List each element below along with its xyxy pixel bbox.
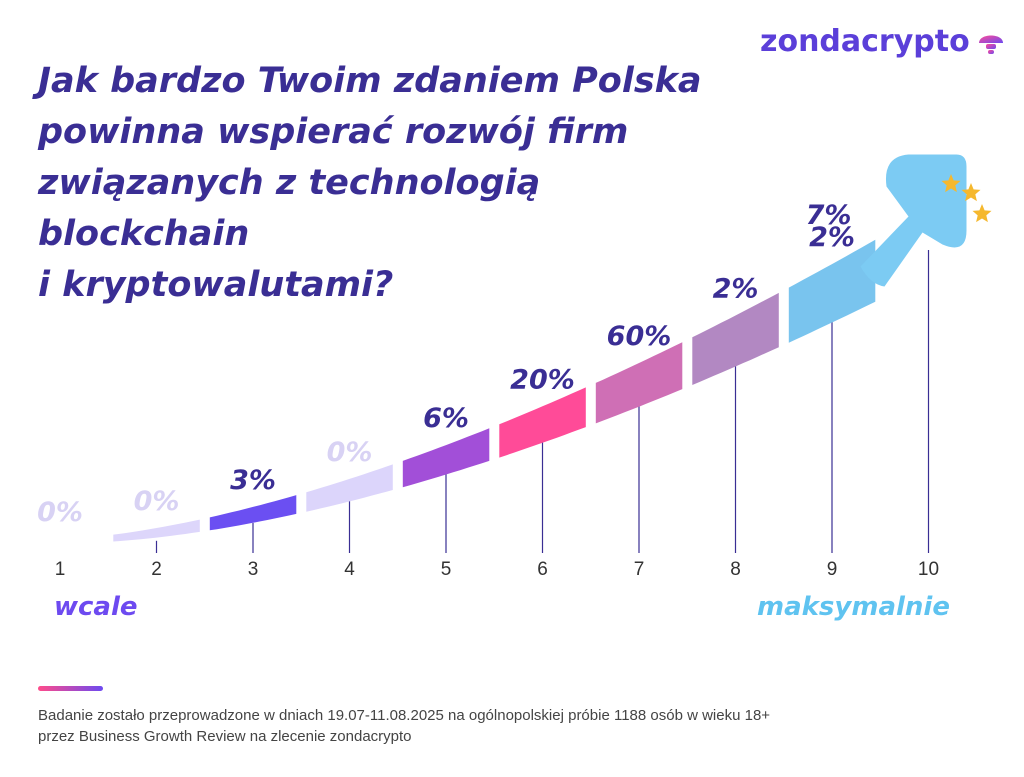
- footnote-line: Badanie zostało przeprowadzone w dniach …: [38, 707, 771, 724]
- footnote-accent-line: [38, 686, 103, 691]
- bar-segment: [306, 464, 393, 512]
- bar-segment: [113, 519, 200, 542]
- footnote-line: przez Business Growth Review na zlecenie…: [38, 728, 412, 745]
- star-icon: [941, 174, 961, 193]
- x-tick-label: 5: [441, 559, 452, 580]
- x-tick-label: 8: [730, 559, 741, 580]
- data-label: 7%: [806, 200, 852, 231]
- data-label: 3%: [230, 465, 276, 496]
- question-line: związanych z technologią blockchain: [38, 163, 541, 254]
- bar-segment: [209, 495, 297, 531]
- mushroom-icon: [978, 35, 1003, 54]
- data-label: 2%: [809, 222, 855, 253]
- question-title: Jak bardzo Twoim zdaniem Polska powinna …: [38, 56, 718, 311]
- scale-min-label: wcale: [54, 592, 138, 622]
- x-tick-label: 9: [827, 559, 838, 580]
- x-tick-label: 7: [634, 559, 645, 580]
- rating-chart: 1 2 3 4 5 6 7 8 9 100% 0%3%0%6%20%60%2%2%7%: [37, 154, 992, 580]
- data-label: 60%: [607, 321, 672, 352]
- x-tick-label: 4: [344, 559, 355, 580]
- scale-max-label: maksymalnie: [757, 592, 950, 622]
- bar-segment: [788, 239, 876, 343]
- brand-logo: zondacrypto: [760, 22, 1006, 62]
- brand-name: zondacrypto: [760, 24, 970, 59]
- data-label: 6%: [423, 403, 469, 434]
- x-tick-label: 10: [918, 559, 939, 580]
- bar-segment: [402, 428, 490, 488]
- star-icon: [961, 183, 981, 202]
- data-label: 20%: [510, 364, 575, 395]
- data-label: 2%: [713, 273, 759, 304]
- data-label: 0%: [37, 497, 83, 528]
- bar-segment: [692, 292, 779, 385]
- bar-segment-arrow: [860, 154, 967, 287]
- data-label: 0%: [134, 486, 180, 517]
- x-tick-label: 6: [537, 559, 548, 580]
- x-tick-label: 2: [151, 559, 162, 580]
- star-icon: [972, 204, 992, 223]
- footnote: Badanie zostało przeprowadzone w dniach …: [38, 705, 938, 747]
- x-tick-label: 3: [248, 559, 259, 580]
- question-line: powinna wspierać rozwój firm: [38, 112, 629, 152]
- bar-segment: [499, 387, 586, 458]
- question-line: i kryptowalutami?: [38, 265, 394, 305]
- bar-segment: [595, 342, 683, 424]
- question-line: Jak bardzo Twoim zdaniem Polska: [38, 61, 702, 101]
- data-label: 0%: [327, 437, 373, 468]
- x-tick-label: 1: [55, 559, 66, 580]
